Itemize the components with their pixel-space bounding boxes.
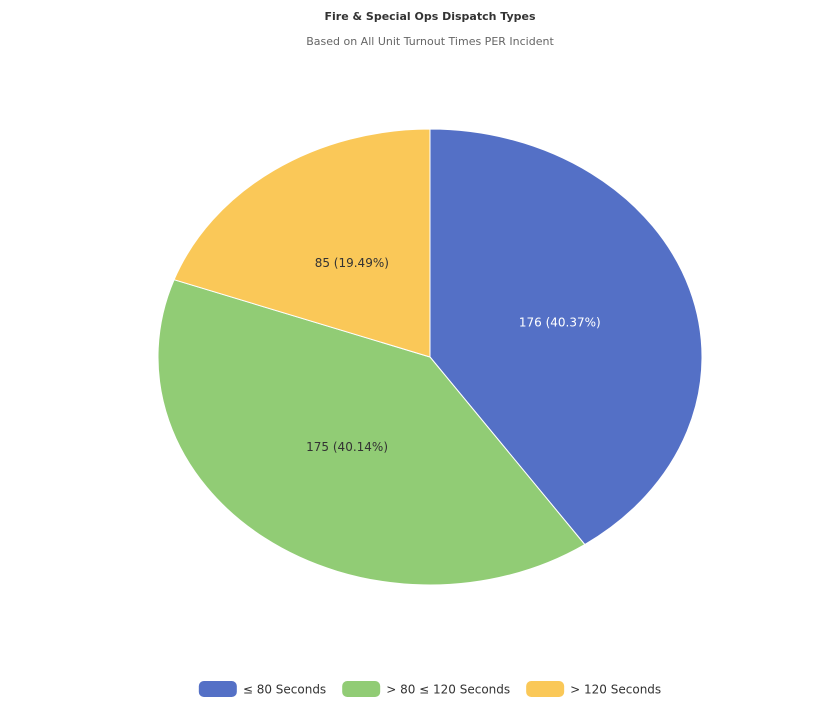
pie-slice xyxy=(157,279,586,586)
slice-label: 176 (40.37%) xyxy=(519,316,601,330)
legend-swatch xyxy=(526,681,565,697)
legend-swatch xyxy=(198,681,237,697)
legend-label: > 80 ≤ 120 Seconds xyxy=(386,683,510,697)
slice-label: 175 (40.14%) xyxy=(306,440,388,454)
chart-subtitle: Based on All Unit Turnout Times PER Inci… xyxy=(306,35,554,48)
chart-title: Fire & Special Ops Dispatch Types xyxy=(324,10,535,23)
legend-label: ≤ 80 Seconds xyxy=(243,683,326,697)
legend-label: > 120 Seconds xyxy=(570,683,661,697)
pie-slice xyxy=(429,128,703,546)
pie-slice xyxy=(173,128,431,358)
legend-swatch xyxy=(342,681,381,697)
legend: ≤ 80 Seconds > 80 ≤ 120 Seconds > 120 Seco… xyxy=(198,681,661,697)
pie: 176 (40.37%) 175 (40.14%) 85 (19.49%) xyxy=(157,128,703,586)
slice-label: 85 (19.49%) xyxy=(315,256,389,270)
